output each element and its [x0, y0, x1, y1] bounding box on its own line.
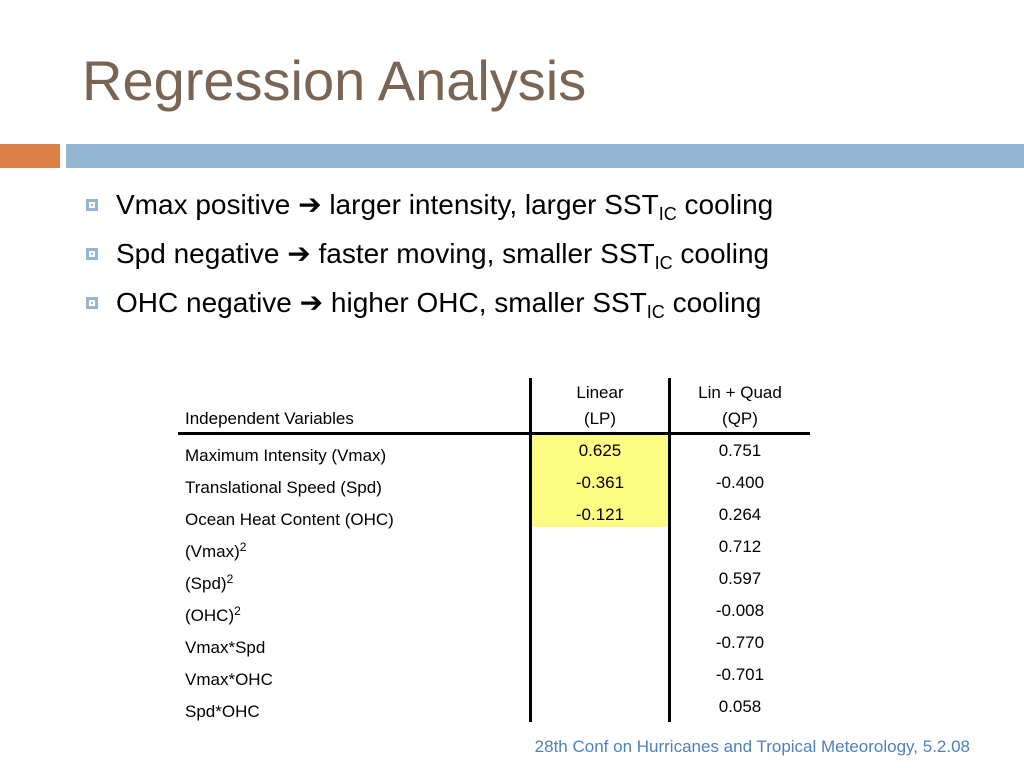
variable-name: (Vmax)	[185, 542, 240, 561]
table-row: Vmax*OHC -0.701	[178, 659, 810, 691]
subscript: IC	[646, 302, 665, 322]
variable-name: (OHC)	[185, 606, 235, 625]
slide-title: Regression Analysis	[82, 49, 587, 112]
bullet-item: Spd negative ➔ faster moving, smaller SS…	[86, 234, 773, 283]
lp-cell: 0.625	[578, 441, 622, 460]
regression-table: Independent Variables Linear (LP) Lin + …	[178, 378, 810, 722]
variable-name: Spd*OHC	[185, 702, 260, 721]
header-qp-line2: (QP)	[722, 409, 758, 428]
qp-cell: 0.058	[718, 697, 762, 716]
variable-name: Ocean Heat Content (OHC)	[185, 510, 394, 529]
lp-cell: -0.361	[575, 473, 625, 492]
arrow-right-icon: ➔	[287, 238, 311, 269]
header-linear-line1: Linear	[576, 383, 624, 402]
table-row: Ocean Heat Content (OHC) -0.121 0.264	[178, 499, 810, 531]
subscript: IC	[658, 204, 677, 224]
variable-cell: Spd*OHC	[185, 691, 260, 728]
square-bullet-icon	[86, 297, 98, 309]
variable-cell: Ocean Heat Content (OHC)	[185, 499, 394, 536]
variable-name: (Spd)	[185, 574, 227, 593]
qp-cell: 0.264	[718, 505, 762, 524]
bullet-list: Vmax positive ➔ larger intensity, larger…	[86, 185, 773, 332]
bullet-subject: Vmax positive	[116, 189, 291, 220]
table-row: Translational Speed (Spd) -0.361 -0.400	[178, 467, 810, 499]
variable-cell: (Vmax)2	[185, 531, 246, 568]
bullet-tail: cooling	[672, 287, 762, 318]
column-divider	[668, 378, 671, 722]
header-independent-variables: Independent Variables	[185, 409, 354, 428]
bullet-tail: cooling	[680, 238, 770, 269]
variable-name: Maximum Intensity (Vmax)	[185, 446, 387, 465]
subscript: IC	[654, 253, 673, 273]
superscript: 2	[234, 604, 241, 618]
bullet-item: OHC negative ➔ higher OHC, smaller SSTIC…	[86, 283, 773, 332]
header-lin-quad: Lin + Quad (QP)	[672, 380, 808, 432]
variable-name: Vmax*Spd	[185, 638, 266, 657]
table-row: Maximum Intensity (Vmax) 0.625 0.751	[178, 435, 810, 467]
variable-cell: Translational Speed (Spd)	[185, 467, 382, 504]
table-row: Spd*OHC 0.058	[178, 691, 810, 723]
qp-cell: 0.712	[718, 537, 762, 556]
variable-cell: Vmax*OHC	[185, 659, 273, 696]
qp-cell: -0.770	[715, 633, 765, 652]
slide-footer: 28th Conf on Hurricanes and Tropical Met…	[534, 737, 970, 756]
variable-name: Vmax*OHC	[185, 670, 273, 689]
superscript: 2	[226, 572, 234, 586]
accent-band-orange	[0, 144, 60, 168]
bullet-text: higher OHC, smaller SST	[330, 287, 647, 318]
square-bullet-icon	[86, 248, 98, 260]
variable-cell: Vmax*Spd	[185, 627, 265, 664]
variable-cell: Maximum Intensity (Vmax)	[185, 435, 386, 472]
linear-highlight	[532, 435, 668, 527]
variable-name: Translational Speed (Spd)	[185, 478, 382, 497]
accent-band-blue	[66, 144, 1024, 168]
qp-cell: 0.597	[718, 569, 762, 588]
table-row: (Spd)2 0.597	[178, 563, 810, 595]
variable-cell: (Spd)2	[185, 563, 233, 600]
variable-cell: (OHC)2	[185, 595, 241, 632]
superscript: 2	[239, 540, 247, 554]
qp-cell: 0.751	[718, 441, 762, 460]
arrow-right-icon: ➔	[298, 189, 322, 220]
header-linear-line2: (LP)	[583, 409, 617, 428]
bullet-item: Vmax positive ➔ larger intensity, larger…	[86, 185, 773, 234]
header-qp-line1: Lin + Quad	[698, 383, 782, 402]
bullet-text: faster moving, smaller SST	[318, 238, 655, 269]
qp-cell: -0.701	[715, 665, 765, 684]
bullet-text: larger intensity, larger SST	[329, 189, 659, 220]
qp-cell: -0.400	[715, 473, 765, 492]
header-linear: Linear (LP)	[532, 380, 668, 432]
arrow-right-icon: ➔	[299, 287, 324, 318]
table-row: (OHC)2 -0.008	[178, 595, 810, 627]
qp-cell: -0.008	[715, 601, 765, 620]
bullet-subject: Spd negative	[116, 238, 280, 269]
column-divider	[529, 378, 532, 722]
bullet-subject: OHC negative	[116, 287, 292, 318]
table-row: (Vmax)2 0.712	[178, 531, 810, 563]
bullet-tail: cooling	[684, 189, 774, 220]
header-divider	[178, 432, 810, 435]
lp-cell: -0.121	[575, 505, 625, 524]
square-bullet-icon	[86, 199, 98, 211]
table-row: Vmax*Spd -0.770	[178, 627, 810, 659]
